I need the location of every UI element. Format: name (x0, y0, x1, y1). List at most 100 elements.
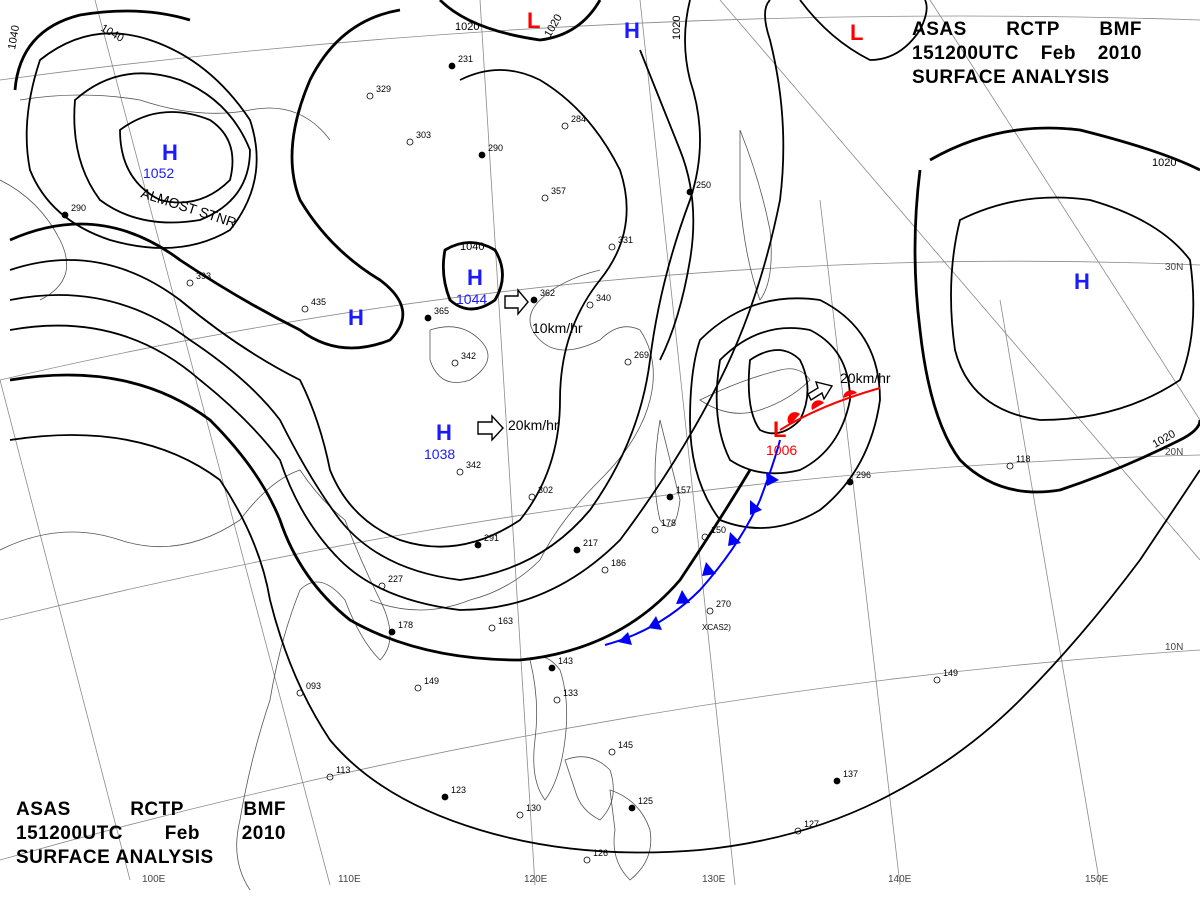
station-pressure: 284 (571, 114, 586, 124)
isobar-label: 1040 (6, 24, 22, 50)
station-circle (701, 533, 709, 541)
station-pressure: 290 (71, 203, 86, 213)
header-bottom: ASAS RCTP BMF 151200UTC Feb 2010 SURFACE… (16, 798, 286, 870)
station-circle (448, 62, 456, 70)
analysis-time: 151200UTC (16, 823, 123, 844)
high-pressure-marker: H (1074, 269, 1090, 294)
station-circle (378, 582, 386, 590)
station-circle (414, 684, 422, 692)
station-circle (794, 827, 802, 835)
station-pressure: 130 (526, 803, 541, 813)
station-pressure: 302 (538, 485, 553, 495)
high-pressure-marker: H (624, 18, 640, 43)
station-circle (666, 493, 674, 501)
lon-label: 110E (338, 874, 361, 885)
station-pressure: 133 (563, 688, 578, 698)
station-code: RCTP (130, 799, 184, 820)
station-circle (573, 546, 581, 554)
station-pressure: 118 (1016, 454, 1030, 464)
station-pressure: 137 (843, 769, 858, 779)
station-pressure: 126 (593, 848, 608, 858)
station-pressure: 149 (943, 668, 958, 678)
latitude-labels: 30N 20N 10N (1165, 262, 1183, 653)
station-circle (406, 138, 414, 146)
isobar-label: 1020 (1152, 157, 1176, 169)
station-circle (528, 493, 536, 501)
station-pressure: 123 (451, 785, 466, 795)
high-pressure-marker: H (436, 420, 452, 445)
station-pressure: 145 (618, 740, 633, 750)
station-pressure: 231 (458, 54, 473, 64)
cold-front (604, 439, 781, 646)
station-circle (516, 811, 524, 819)
station-circle (441, 793, 449, 801)
station-circle (608, 748, 616, 756)
high-pressure-marker: H (467, 265, 483, 290)
station-pressure: 227 (388, 574, 403, 584)
station-circle (366, 92, 374, 100)
station-circle (833, 777, 841, 785)
agency-code: ASAS (912, 19, 967, 40)
motion-arrows (477, 288, 834, 442)
station-circle (424, 314, 432, 322)
station-circle (456, 468, 464, 476)
station-pressure: 303 (416, 130, 431, 140)
coastlines (0, 94, 811, 891)
station-circle (478, 151, 486, 159)
station-pressure: 250 (696, 180, 711, 190)
station-circle (474, 541, 482, 549)
warm-front (779, 387, 881, 431)
station-pressure: 296 (856, 470, 871, 480)
station-circle (186, 279, 194, 287)
station-pressure: 186 (611, 558, 626, 568)
station-circle (601, 566, 609, 574)
station-pressure: 342 (461, 351, 476, 361)
station-circle (933, 676, 941, 684)
station-circle (296, 689, 304, 697)
station-circle (583, 856, 591, 864)
station-pressure: 125 (638, 796, 653, 806)
station-circle (488, 624, 496, 632)
station-pressure: 149 (424, 676, 439, 686)
motion-label: 20km/hr (840, 370, 891, 386)
high-pressure-value: 1044 (456, 291, 487, 307)
high-pressure-value: 1038 (424, 446, 455, 462)
station-circle (561, 122, 569, 130)
station-circle (706, 607, 714, 615)
front-label: XCAS2) (702, 623, 731, 632)
motion-label: 20km/hr (508, 417, 559, 433)
analysis-year: 2010 (1097, 43, 1142, 64)
analysis-year: 2010 (241, 823, 286, 844)
station-pressure: 340 (596, 293, 611, 303)
station-pressure: 435 (311, 297, 326, 307)
low-pressure-value: 1006 (766, 442, 797, 458)
chart-title: SURFACE ANALYSIS (912, 67, 1110, 88)
lon-label: 140E (888, 874, 912, 885)
low-pressure-marker: L (527, 8, 540, 33)
isobar-label: 1020 (671, 16, 683, 40)
motion-labels: 10km/hr 20km/hr 20km/hr (508, 320, 891, 433)
station-circle (541, 194, 549, 202)
station-pressure: 291 (484, 533, 499, 543)
lon-label: 100E (142, 874, 166, 885)
station-circle (451, 359, 459, 367)
station-pressure: 331 (618, 235, 633, 245)
station-pressure: 393 (196, 271, 211, 281)
station-pressure: 163 (498, 616, 513, 626)
station-pressure: 270 (716, 599, 731, 609)
station-pressure: 357 (551, 186, 566, 196)
station-pressure: 362 (540, 288, 555, 298)
station-circle (553, 696, 561, 704)
station-code: RCTP (1006, 19, 1060, 40)
chart-title: SURFACE ANALYSIS (16, 847, 214, 868)
low-pressure-marker: L (850, 20, 863, 45)
lon-label: 150E (1085, 874, 1109, 885)
lon-label: 120E (524, 874, 548, 885)
station-circle (586, 301, 594, 309)
station-pressure: 329 (376, 84, 391, 94)
station-circle (301, 305, 309, 313)
analysis-time: 151200UTC (912, 43, 1019, 64)
station-circle (61, 211, 69, 219)
analysis-month: Feb (1040, 43, 1076, 64)
